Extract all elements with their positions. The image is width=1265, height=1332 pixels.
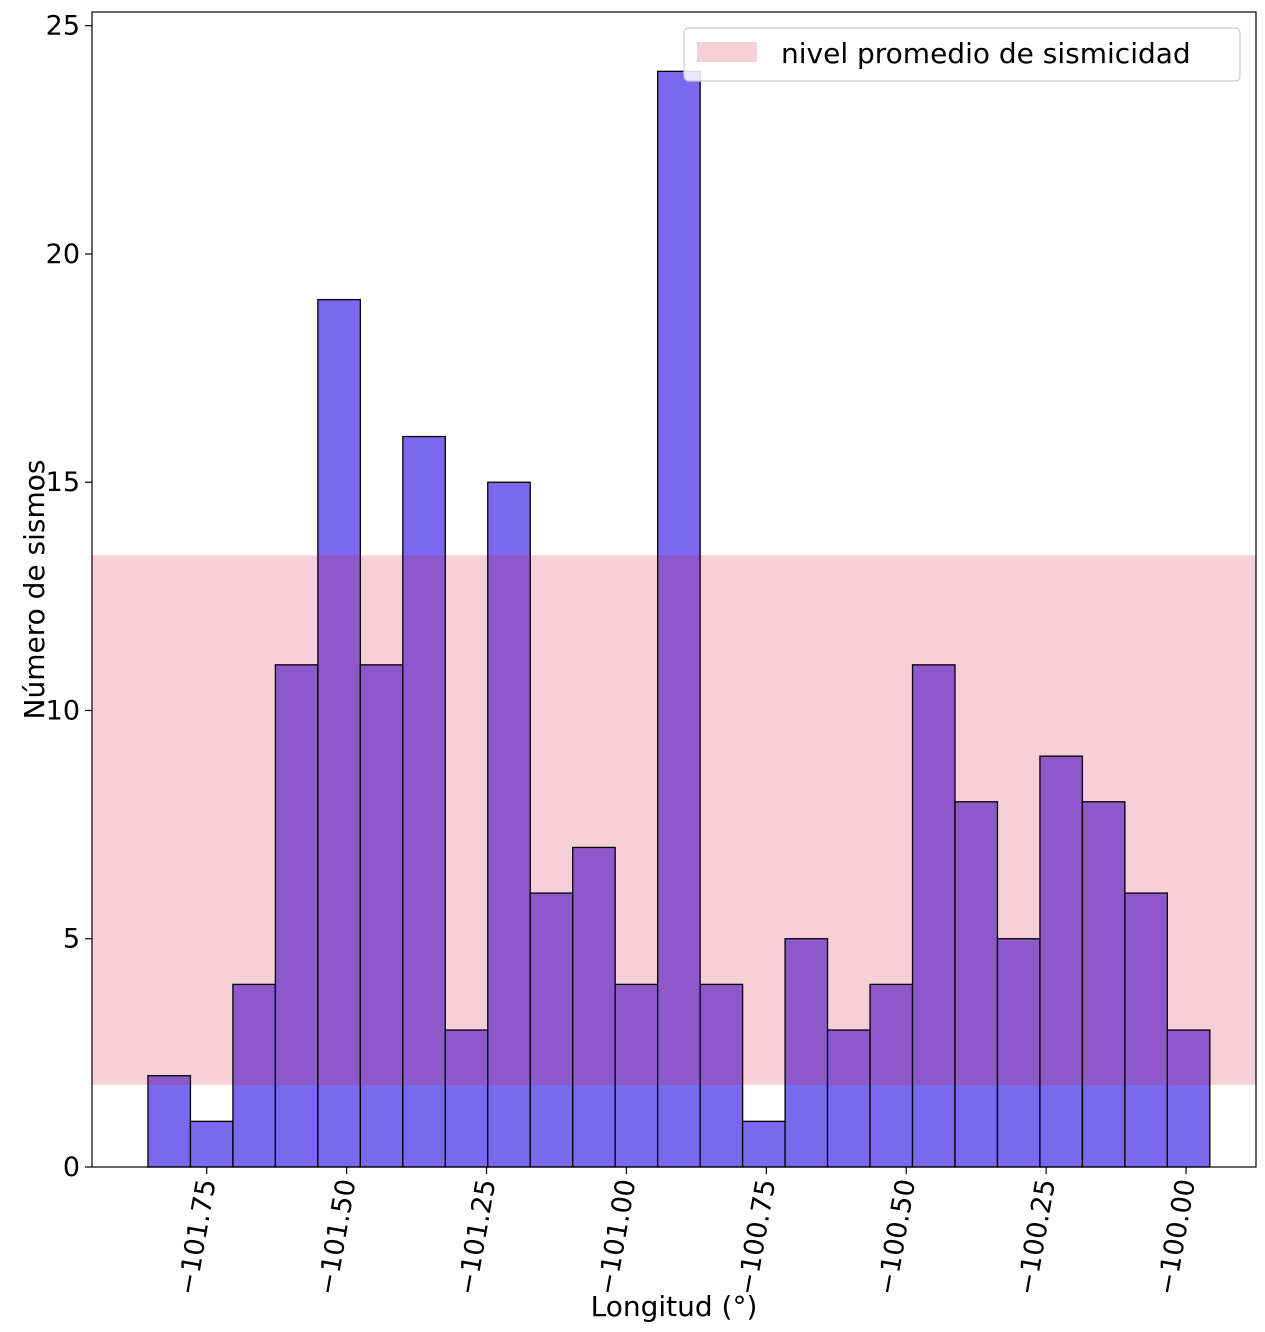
histogram-bar — [826, 1029, 871, 1168]
y-tick-label: 15 — [46, 467, 80, 498]
legend-box — [683, 27, 1241, 82]
x-tick-label: −100.50 — [871, 1177, 922, 1298]
y-tick-label: 25 — [46, 11, 80, 42]
bar-band-overlap — [317, 555, 361, 1085]
histogram-bar — [1124, 892, 1169, 1168]
bar-band-overlap — [997, 938, 1040, 1085]
bar-fill — [742, 1121, 786, 1167]
bar-band-overlap — [530, 893, 573, 1085]
histogram-bar — [784, 938, 829, 1168]
histogram-bar — [402, 435, 446, 1168]
histogram-bar — [1166, 1029, 1211, 1168]
x-tick-label: −101.75 — [172, 1177, 223, 1298]
bar-band-overlap — [1124, 893, 1168, 1085]
bar-band-overlap — [615, 984, 658, 1085]
histogram-bar — [189, 1120, 234, 1168]
x-tick-label: −100.00 — [1151, 1177, 1202, 1298]
histogram-bar — [444, 1029, 489, 1168]
legend-label: nivel promedio de sismicidad — [781, 37, 1191, 70]
bar-band-overlap — [827, 1030, 871, 1085]
histogram-bar — [869, 983, 914, 1168]
histogram-bar — [1081, 801, 1126, 1168]
bar-band-overlap — [445, 1030, 488, 1085]
bar-band-overlap — [275, 664, 318, 1085]
histogram-bar — [359, 664, 404, 1168]
histogram-bar — [954, 801, 999, 1168]
histogram-bar — [529, 892, 574, 1168]
bar-band-overlap — [402, 555, 446, 1085]
bar-band-overlap — [870, 984, 913, 1085]
histogram-bar — [996, 938, 1041, 1168]
bar-band-overlap — [572, 847, 616, 1085]
x-tick-label: −100.25 — [1011, 1177, 1062, 1298]
histogram-bar — [147, 1075, 192, 1168]
plot-frame — [91, 11, 1257, 1168]
bar-band-overlap — [1039, 756, 1083, 1085]
histogram-bar — [657, 70, 701, 1168]
x-axis-ticks: −101.75 −101.50 −101.25 −101.00 −100.75 −100.… — [172, 1167, 1202, 1298]
legend: nivel promedio de sismicidad — [683, 27, 1241, 82]
x-tick-label: −101.50 — [312, 1177, 363, 1298]
x-tick-label: −100.75 — [731, 1177, 782, 1298]
legend-swatch — [697, 42, 757, 62]
x-axis-label: Longitud (°) — [591, 1290, 758, 1323]
histogram-bar — [487, 481, 531, 1168]
bar-band-overlap — [700, 984, 743, 1085]
histogram-bar — [1039, 755, 1084, 1168]
bar-band-overlap — [954, 801, 998, 1085]
histogram-bar — [699, 983, 744, 1168]
x-tick-label: −101.25 — [452, 1177, 503, 1298]
bar-band-overlap — [785, 938, 828, 1085]
y-tick-label: 10 — [46, 695, 80, 726]
y-tick-label: 20 — [46, 239, 80, 270]
histogram-bar — [232, 983, 277, 1168]
y-tick-label: 5 — [63, 924, 80, 955]
bar-band-overlap — [912, 664, 955, 1085]
histogram-bar — [614, 983, 659, 1168]
y-tick-label: 0 — [63, 1152, 80, 1183]
bars-layer — [147, 70, 1211, 1168]
bar-fill — [190, 1121, 233, 1167]
histogram-bar — [274, 664, 319, 1168]
bar-band-overlap — [147, 1075, 191, 1085]
bar-band-overlap — [1082, 801, 1125, 1085]
x-tick-label: −101.00 — [591, 1177, 642, 1298]
bar-fill — [147, 1075, 191, 1167]
bar-band-overlap — [487, 555, 531, 1085]
bar-band-overlap — [360, 664, 403, 1085]
bar-band-overlap — [1167, 1030, 1210, 1085]
bar-band-overlap — [657, 555, 701, 1085]
histogram-bar — [317, 298, 361, 1168]
histogram-bar — [741, 1120, 786, 1168]
y-axis-label: Número de sismos — [18, 460, 51, 720]
histogram-bar — [572, 846, 616, 1168]
histogram-bar — [911, 664, 956, 1168]
y-axis-ticks: 0 5 10 15 20 25 — [46, 11, 92, 1183]
bar-band-overlap — [232, 984, 276, 1085]
